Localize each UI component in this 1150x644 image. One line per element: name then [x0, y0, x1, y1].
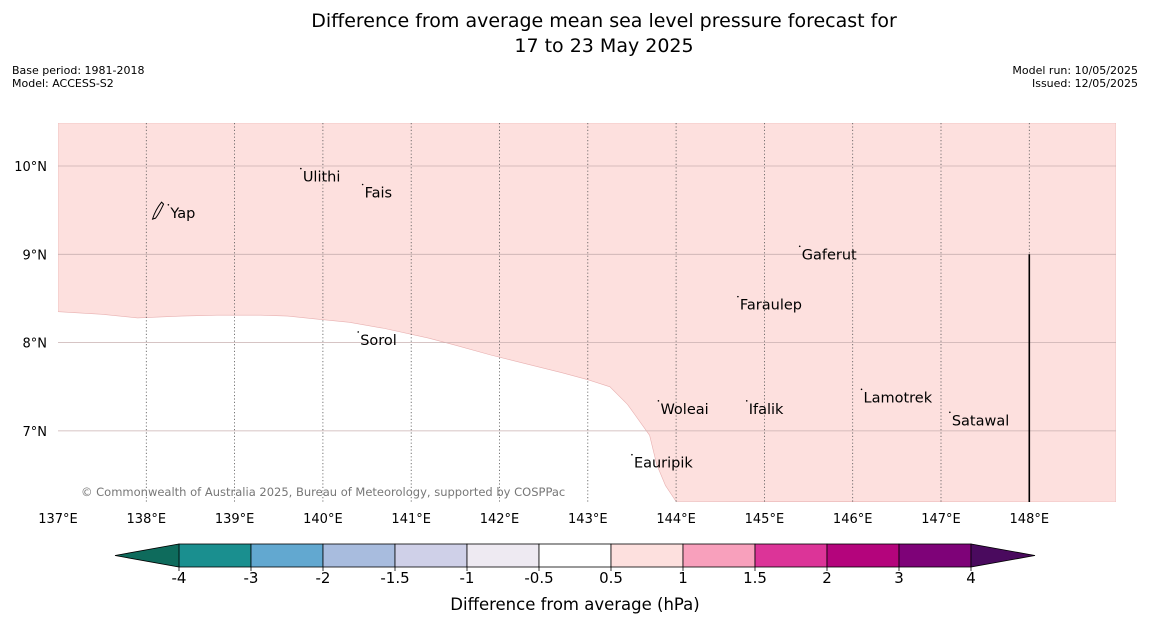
map-plot-area: Yap Ulithi Fais Gaferut Faraulep Sorol Woleai I… — [58, 123, 1116, 502]
place-marker — [361, 183, 364, 186]
place-label: Eauripik — [634, 456, 693, 472]
axis-labels: 137°E 138°E 139°E 140°E 141°E 142°E 143°E 144°E… — [14, 160, 1049, 527]
longitude-tick-label: 144°E — [656, 512, 696, 527]
yap-island-shape — [151, 201, 165, 220]
metadata-left: Base period: 1981-2018 Model: ACCESS-S2 — [12, 64, 145, 90]
colorbar-over-extension — [970, 543, 1036, 568]
place-label: Satawal — [952, 413, 1009, 429]
longitude-tick-label: 145°E — [745, 512, 785, 527]
base-period-text: Base period: 1981-2018 — [12, 64, 145, 77]
colorbar-tick-label: 1.5 — [743, 569, 767, 587]
colorbar-label: Difference from average (hPa) — [450, 595, 699, 614]
colorbar-tick-label: 3 — [894, 569, 904, 587]
colorbar-segment — [466, 543, 540, 568]
place-label: Lamotrek — [864, 390, 933, 406]
place-label: Ifalik — [749, 402, 784, 418]
place-marker — [657, 400, 660, 402]
place-marker — [357, 331, 360, 333]
colorbar-tick-label: -2 — [316, 569, 331, 587]
colorbar-tick-label: -1 — [460, 569, 475, 587]
longitude-tick-label: 139°E — [215, 512, 255, 527]
title-line-2: 17 to 23 May 2025 — [514, 35, 694, 57]
colorbar-under-extension — [114, 543, 180, 568]
colorbar-tick-label: -4 — [172, 569, 187, 587]
place-label: Faraulep — [740, 298, 802, 314]
colorbar-tick-label: 1 — [678, 569, 688, 587]
colorbar-segment — [682, 543, 756, 568]
longitude-tick-label: 141°E — [391, 512, 431, 527]
colorbar-tick-label: 4 — [966, 569, 976, 587]
place-label: Woleai — [660, 402, 708, 418]
place-label: Sorol — [360, 333, 397, 349]
colorbar-segment — [826, 543, 900, 568]
colorbar-segment — [538, 543, 612, 568]
place-marker — [631, 453, 633, 456]
longitude-tick-label: 146°E — [833, 512, 873, 527]
model-text: Model: ACCESS-S2 — [12, 76, 114, 90]
colorbar-segment — [754, 543, 828, 568]
latitude-tick-label: 9°N — [23, 248, 48, 263]
title-line-1: Difference from average mean sea level p… — [311, 10, 897, 32]
place-marker — [737, 295, 739, 298]
colorbar-segment — [178, 543, 252, 568]
longitude-tick-label: 137°E — [38, 512, 78, 527]
copyright-text: © Commonwealth of Australia 2025, Bureau… — [81, 485, 565, 499]
colorbar-tick-label: -3 — [244, 569, 259, 587]
colorbar-segment — [322, 543, 396, 568]
chart-title: Difference from average mean sea level p… — [0, 9, 1150, 59]
colorbar-tick-label: -1.5 — [380, 569, 409, 587]
latitude-tick-label: 10°N — [14, 160, 47, 175]
latitude-tick-label: 8°N — [23, 337, 48, 352]
colorbar-segment — [610, 543, 684, 568]
place-label: Fais — [365, 185, 392, 201]
model-run-text: Model run: 10/05/2025 — [1012, 64, 1138, 77]
place-marker — [798, 245, 801, 248]
place-marker — [860, 388, 863, 391]
colorbar-segment — [898, 543, 972, 568]
longitude-tick-label: 148°E — [1010, 512, 1050, 527]
place-marker — [745, 400, 748, 402]
place-label: Yap — [169, 206, 195, 222]
metadata-right: Model run: 10/05/2025 Issued: 12/05/2025 — [1012, 64, 1138, 90]
colorbar-tick-label: 2 — [822, 569, 832, 587]
place-label: Ulithi — [303, 170, 341, 186]
longitude-tick-label: 143°E — [568, 512, 608, 527]
colorbar-segment — [250, 543, 324, 568]
colorbar-tick-label: 0.5 — [599, 569, 623, 587]
positive-anomaly-region — [58, 123, 1116, 502]
place-marker — [167, 203, 170, 206]
longitude-tick-label: 147°E — [921, 512, 961, 527]
place-label: Gaferut — [802, 247, 857, 263]
colorbar-segment — [394, 543, 468, 568]
place-marker — [949, 411, 951, 414]
latitude-tick-label: 7°N — [23, 425, 48, 440]
longitude-tick-label: 140°E — [303, 512, 343, 527]
issued-text: Issued: 12/05/2025 — [1031, 76, 1138, 90]
place-marker — [300, 167, 302, 170]
longitude-tick-label: 142°E — [480, 512, 520, 527]
colorbar: -4 -3 -2 -1.5 -1 -0.5 0.5 1 1.5 2 3 4 Difference fro… — [114, 543, 1036, 614]
colorbar-tick-label: -0.5 — [524, 569, 553, 587]
longitude-tick-label: 138°E — [127, 512, 167, 527]
